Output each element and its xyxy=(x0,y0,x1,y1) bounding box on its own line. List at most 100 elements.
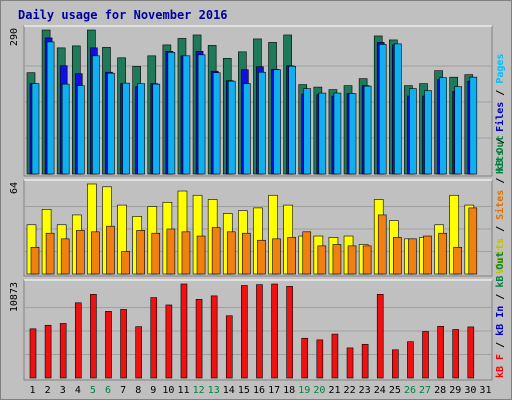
bar-sites xyxy=(377,214,387,275)
bar-sites xyxy=(151,232,161,275)
bar-kb-f xyxy=(74,302,82,379)
bar-kb-f xyxy=(392,349,399,379)
bar-kb-f xyxy=(407,341,414,379)
x-tick-label: 14 xyxy=(223,385,235,396)
bar-pages xyxy=(333,92,342,175)
bar-sites xyxy=(332,244,342,275)
bar-kb-f xyxy=(59,323,67,379)
panel-hits-files-pages: 290 Hits / Files / Pages xyxy=(9,25,506,177)
bar-pages xyxy=(31,83,40,175)
bar-kb-f xyxy=(437,326,444,379)
y-max-label: 64 xyxy=(9,182,20,194)
bar-pages xyxy=(137,83,145,175)
bar-kb-f xyxy=(105,311,112,379)
x-tick-label: 16 xyxy=(253,385,265,396)
bar-pages xyxy=(303,88,312,175)
bar-sites xyxy=(45,232,55,275)
x-tick-label: 5 xyxy=(90,385,96,396)
x-tick-label: 2 xyxy=(45,385,51,396)
legend-entry: / xyxy=(495,288,506,306)
bar-pages xyxy=(243,83,251,175)
legend-entry: Hits xyxy=(494,150,506,174)
bar-sites xyxy=(60,238,70,275)
bar-kb-f xyxy=(241,285,248,379)
panel-visits-sites-kbout: 64 Visits / Sites / kB Out xyxy=(9,136,506,277)
bar-sites xyxy=(121,251,130,275)
legend-entry: Pages xyxy=(495,54,506,84)
x-tick-label: 27 xyxy=(419,385,431,396)
x-tick-label: 26 xyxy=(404,385,416,396)
bar-pages xyxy=(288,65,296,175)
x-tick-label: 1 xyxy=(30,385,36,396)
legend-entry: kB In xyxy=(495,306,506,336)
bar-pages xyxy=(122,82,130,175)
bar-pages xyxy=(469,76,478,175)
bar-kb-f xyxy=(135,326,142,379)
bar-kb-f xyxy=(165,304,173,379)
x-tick-label: 8 xyxy=(135,385,141,396)
bar-pages xyxy=(394,43,402,175)
bar-sites xyxy=(468,207,478,275)
bar-pages xyxy=(227,80,236,175)
panel-kbin-kbf: 10873 kB F / kB In / kB Out xyxy=(9,252,506,381)
legend-entry: / xyxy=(495,172,506,190)
bar-pages xyxy=(454,86,463,175)
bar-pages xyxy=(61,83,70,175)
bar-sites xyxy=(408,238,417,275)
bar-pages xyxy=(46,41,55,175)
legend-entry: Files xyxy=(494,102,506,132)
x-tick-label: 19 xyxy=(298,385,310,396)
x-tick-label: 11 xyxy=(177,385,189,396)
bar-kb-f xyxy=(452,329,460,379)
x-tick-label: 17 xyxy=(268,385,280,396)
bar-pages xyxy=(182,55,191,175)
bar-sites xyxy=(272,238,281,275)
legend-entry: Visits xyxy=(494,238,506,274)
bar-kb-f xyxy=(422,331,429,379)
bar-pages xyxy=(212,72,221,175)
bar-kb-f xyxy=(301,337,309,379)
bar-pages xyxy=(348,93,357,175)
x-tick-label: 18 xyxy=(283,385,295,396)
bar-pages xyxy=(92,55,100,175)
legend-entry: / xyxy=(495,220,506,238)
bar-kb-f xyxy=(316,339,324,379)
x-tick-label: 22 xyxy=(344,385,356,396)
x-tick-label: 6 xyxy=(105,385,111,396)
bar-sites xyxy=(317,245,327,275)
legend-entry: / xyxy=(495,132,506,150)
bar-sites xyxy=(393,237,402,275)
bar-sites xyxy=(106,225,115,275)
bar-sites xyxy=(30,246,40,275)
bar-sites xyxy=(136,230,145,275)
bar-sites xyxy=(423,235,432,275)
bar-pages xyxy=(258,71,266,175)
bar-sites xyxy=(438,232,447,275)
x-axis: 1 2 3 4 5 6 7 8 9 10 11 12 13 14 15 16 17 18 19 20 21 22 23 24 2… xyxy=(30,385,492,396)
x-tick-label: 21 xyxy=(328,385,340,396)
x-tick-label: 4 xyxy=(75,385,81,396)
y-max-label: 290 xyxy=(9,28,20,46)
x-tick-label: 29 xyxy=(449,385,461,396)
bar-pages xyxy=(363,85,372,175)
chart-panels: 290 Hits / Files / Pages 64 Visits / Sites … xyxy=(9,25,506,381)
bar-pages xyxy=(409,88,417,175)
bar-sites xyxy=(196,235,206,275)
bar-pages xyxy=(273,69,281,175)
bar-kb-f xyxy=(180,283,188,379)
bar-sites xyxy=(181,231,191,275)
bar-pages xyxy=(152,83,161,175)
bar-sites xyxy=(453,246,463,275)
bar-pages xyxy=(107,72,115,175)
bar-kb-f xyxy=(90,294,97,379)
bar-sites xyxy=(91,231,100,275)
x-tick-label: 28 xyxy=(434,385,446,396)
bar-sites xyxy=(242,232,251,275)
legend-entry: kB Out xyxy=(495,136,506,172)
bar-pages xyxy=(424,90,432,175)
bar-sites xyxy=(362,245,372,275)
bar-pages xyxy=(197,54,206,175)
x-tick-label: 31 xyxy=(479,385,491,396)
